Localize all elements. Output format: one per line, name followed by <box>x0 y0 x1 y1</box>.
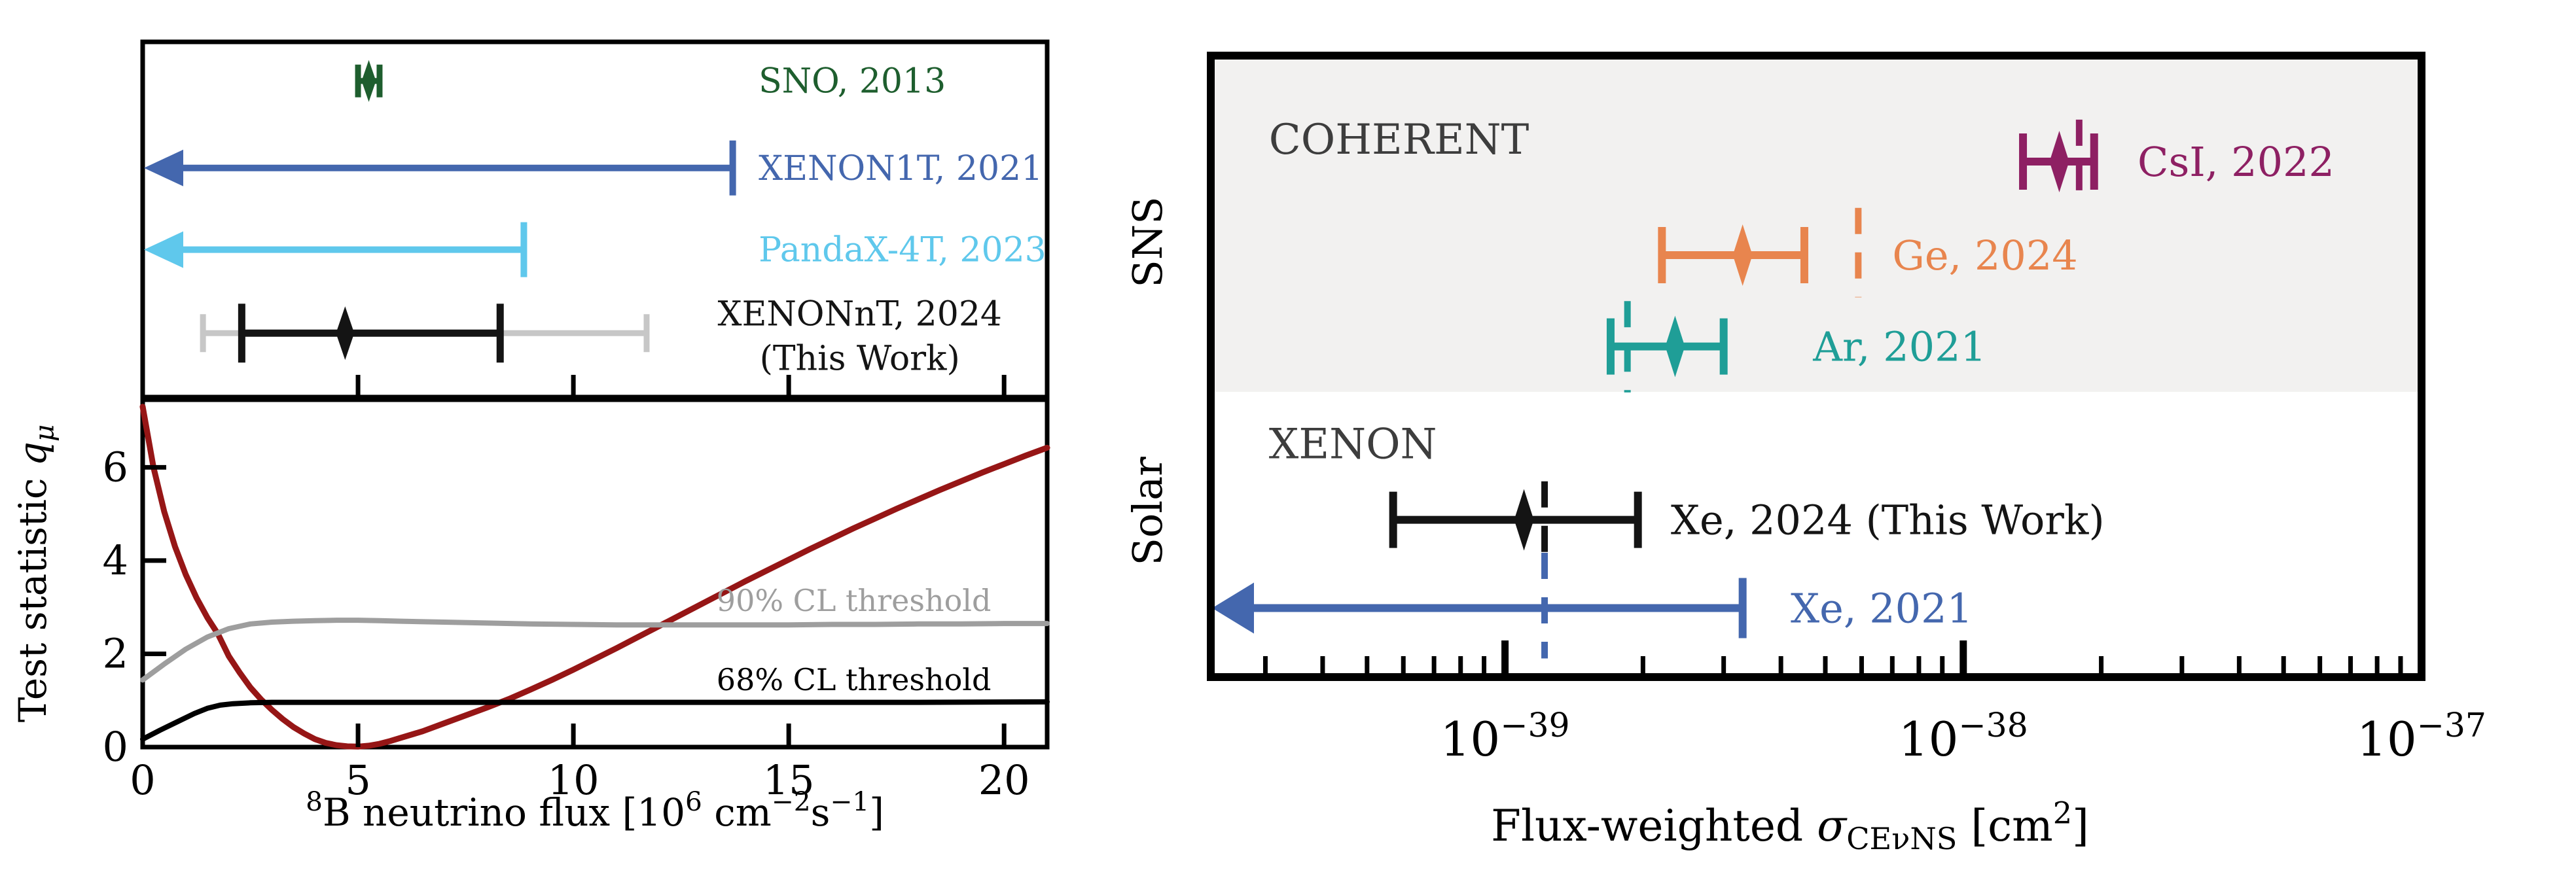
y-tick-label: 6 <box>103 443 128 491</box>
row-label: Xe, 2021 <box>1791 585 1973 633</box>
x-axis-label-left: 8B neutrino flux [106 cm−2s−1] <box>306 786 884 835</box>
upper-limit-arrow <box>144 140 736 196</box>
row-xenonnt: XENONnT, 2024 (This Work) <box>200 294 1002 378</box>
y-tick-label: 0 <box>103 723 128 771</box>
right-panel-frame <box>1207 52 2425 681</box>
row-label-line1: XENONnT, 2024 <box>717 294 1002 334</box>
curve-label-68-cl-threshold: 68% CL threshold <box>717 662 992 697</box>
row-ge2024: Ge, 2024 <box>1658 207 2078 298</box>
curve-label-90-cl-threshold: 90% CL threshold <box>717 583 992 618</box>
best-fit-diamond <box>1514 489 1534 551</box>
left-arrowhead-icon <box>144 231 183 268</box>
best-fit-diamond <box>1665 315 1685 377</box>
row-xenon1t: XENON1T, 2021 <box>144 140 1043 196</box>
group-label-coherent: COHERENT <box>1269 116 1530 164</box>
y-tick-label: 2 <box>103 629 128 677</box>
inner-error-bar <box>238 304 504 363</box>
curve-68-cl-threshold <box>140 699 1050 742</box>
upper-limit-arrow <box>144 222 528 277</box>
left-arrowhead-icon <box>1212 582 1254 634</box>
row-pandax4t: PandaX-4T, 2023 <box>144 222 1046 277</box>
row-label: Xe, 2024 (This Work) <box>1671 497 2105 544</box>
row-label: PandaX-4T, 2023 <box>759 231 1046 270</box>
x-tick-label: 0 <box>130 756 155 804</box>
best-fit-diamond <box>336 306 355 360</box>
x-tick-label: 10−38 <box>1899 706 2028 767</box>
group-label-xenon: XENON <box>1269 421 1437 469</box>
y-tick-label: 4 <box>103 536 128 584</box>
sns-region-band <box>1211 56 2422 392</box>
row-sno: SNO, 2013 <box>355 60 946 102</box>
upper-limit-arrow <box>1212 578 1747 638</box>
best-fit-diamond <box>361 60 376 102</box>
x-tick-label: 10−37 <box>2357 706 2486 767</box>
row-xe2024: Xe, 2024 (This Work) <box>1389 481 2105 570</box>
row-label-line2: (This Work) <box>760 339 960 378</box>
flux-comparison-panel: SNO, 2013 XENON1T, 2021 PandaX-4T, 2023 XEN… <box>140 39 1050 400</box>
x-tick-label: 20 <box>978 756 1030 804</box>
x-axis-label-right: Flux-weighted σCEνNS [cm2] <box>1491 795 2089 857</box>
x-tick-label: 10−39 <box>1440 706 1570 767</box>
x-tick-label: 5 <box>345 756 370 804</box>
curve-profile-likelihood <box>139 404 1050 750</box>
curve-90-cl-threshold <box>140 618 1050 683</box>
row-label: Ge, 2024 <box>1892 232 2077 279</box>
row-label: Ar, 2021 <box>1812 323 1986 371</box>
best-fit-diamond <box>2049 130 2069 192</box>
row-label: SNO, 2013 <box>759 62 946 101</box>
row-label: XENON1T, 2021 <box>759 149 1043 188</box>
x-tick-label: 15 <box>763 756 815 804</box>
cross-section-panel: 10−39 10−38 10−37 COHERENT XENON SNS Solar CsI,… <box>1124 52 2486 857</box>
side-label-sns: SNS <box>1124 196 1172 287</box>
row-label: CsI, 2022 <box>2138 138 2334 186</box>
row-csi2022: CsI, 2022 <box>2019 119 2334 205</box>
best-fit-diamond <box>1732 224 1753 286</box>
x-tick-label: 10 <box>548 756 599 804</box>
row-xe2021: Xe, 2021 <box>1212 553 1973 659</box>
row-ar2021: Ar, 2021 <box>1606 301 1986 393</box>
top-panel-frame <box>140 39 1050 400</box>
left-arrowhead-icon <box>144 149 183 186</box>
bottom-panel-frame <box>140 397 1050 750</box>
side-label-solar: Solar <box>1124 457 1172 566</box>
y-axis-label-left: Test statistic qμ <box>10 425 60 723</box>
